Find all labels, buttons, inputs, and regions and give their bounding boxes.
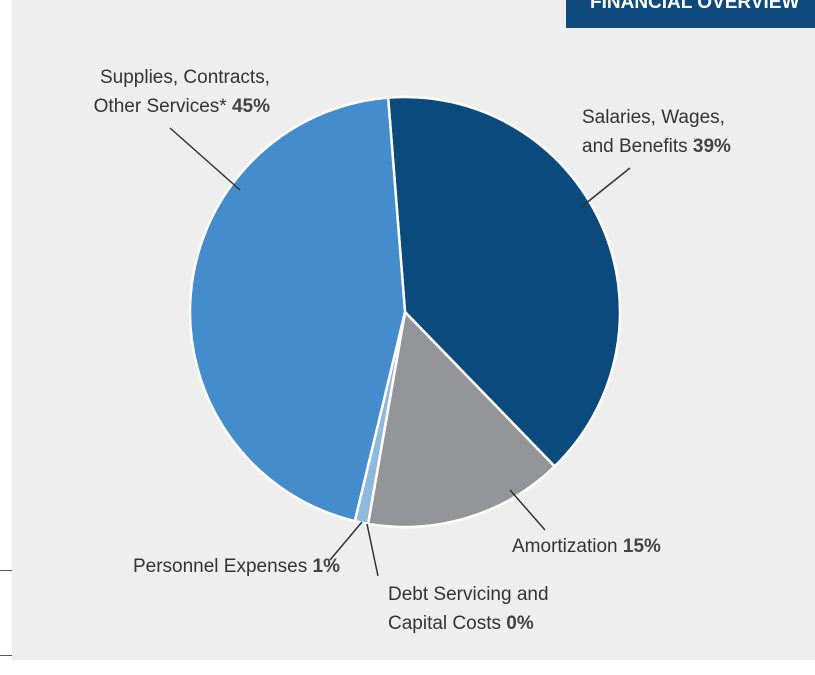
header-title: FINANCIAL OVERVIEW <box>590 0 800 13</box>
slice-label: Salaries, Wages, and Benefits 39% <box>582 103 752 161</box>
pie-slice <box>386 95 622 468</box>
pie-slice <box>188 96 407 523</box>
slice-label: Personnel Expenses 1% <box>60 552 340 581</box>
leader-line <box>509 489 546 531</box>
slice-value: 15% <box>622 536 661 557</box>
section-header: FINANCIAL OVERVIEW <box>566 0 815 28</box>
leader-line <box>366 523 379 577</box>
slice-value: 0% <box>506 613 534 634</box>
slice-value: 1% <box>312 556 340 577</box>
slice-value: 45% <box>231 96 270 117</box>
slice-name: Supplies, Contracts, Other Services* <box>93 67 270 117</box>
slice-value: 39% <box>692 136 731 157</box>
slice-name: Amortization <box>512 536 618 557</box>
leader-line <box>169 127 241 191</box>
edge-rule <box>0 570 12 571</box>
slice-name: Personnel Expenses <box>132 556 308 577</box>
slice-label: Supplies, Contracts, Other Services* 45% <box>55 63 270 121</box>
slice-name: Salaries, Wages, and Benefits <box>582 107 725 157</box>
slice-name: Debt Servicing and Capital Costs <box>388 584 549 634</box>
leader-line <box>329 521 363 561</box>
edge-rule <box>0 655 12 656</box>
slice-label: Debt Servicing and Capital Costs 0% <box>388 580 588 638</box>
slice-label: Amortization 15% <box>512 532 732 561</box>
leader-line <box>579 167 631 209</box>
pie-slice <box>366 310 556 529</box>
